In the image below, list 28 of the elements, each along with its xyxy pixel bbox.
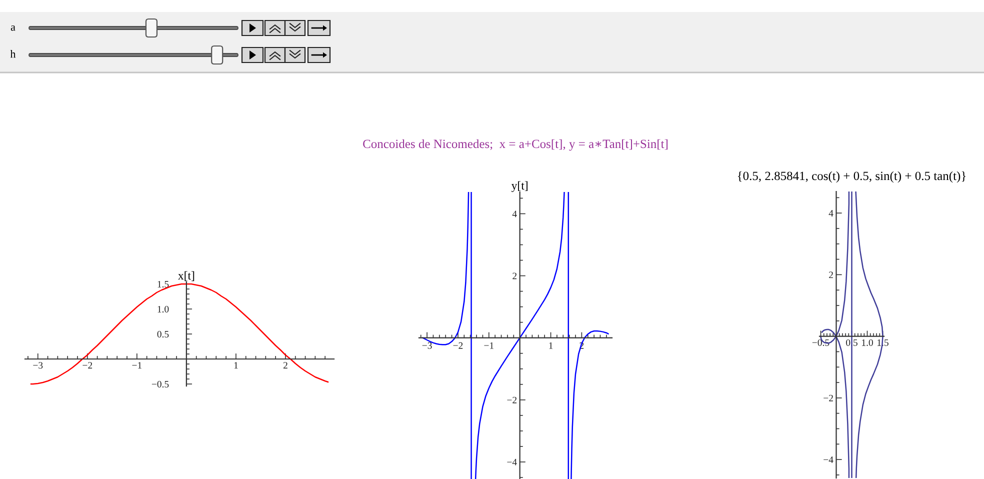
- x-tick-label: −1: [132, 362, 142, 369]
- x-tick-label: 1.0: [862, 339, 873, 346]
- x-tick-label: 2: [283, 362, 288, 369]
- chart-title: Concoides de Nicomedes; x = a+Cos[t], y = a∗Tan[t]+Sin[t]: [363, 139, 668, 151]
- y-tick-label: 1.5: [158, 280, 169, 288]
- y-axis-title: y[t]: [511, 181, 528, 192]
- y-tick-label: −2: [507, 396, 517, 404]
- chart-title: {0.5, 2.85841, cos(t) + 0.5, sin(t) + 0.5 tan(t)}: [738, 171, 966, 183]
- y-tick-label: −4: [507, 458, 517, 466]
- x-tick-label: 1: [234, 362, 238, 369]
- y-tick-label: −0.5: [152, 380, 169, 388]
- y-tick-label: 4: [512, 210, 517, 218]
- y-tick-label: 1.0: [158, 306, 169, 313]
- text: h: [10, 50, 16, 58]
- x-tick-label: −2: [82, 362, 92, 369]
- y-tick-label: 2: [512, 272, 517, 280]
- y-tick-label: 2: [829, 272, 833, 278]
- y-tick-label: −2: [824, 394, 833, 402]
- x-tick-label: 1: [549, 342, 553, 349]
- x-tick-label: −2: [453, 342, 463, 349]
- y-axis-title: x[t]: [178, 271, 194, 282]
- x-tick-label: −3: [33, 362, 43, 369]
- x-tick-label: −1: [484, 342, 494, 349]
- text: a: [10, 25, 16, 31]
- y-tick-label: 4: [828, 210, 834, 216]
- x-tick-label: −3: [422, 342, 432, 349]
- y-tick-label: −4: [824, 456, 834, 463]
- y-tick-label: 0.5: [157, 330, 169, 338]
